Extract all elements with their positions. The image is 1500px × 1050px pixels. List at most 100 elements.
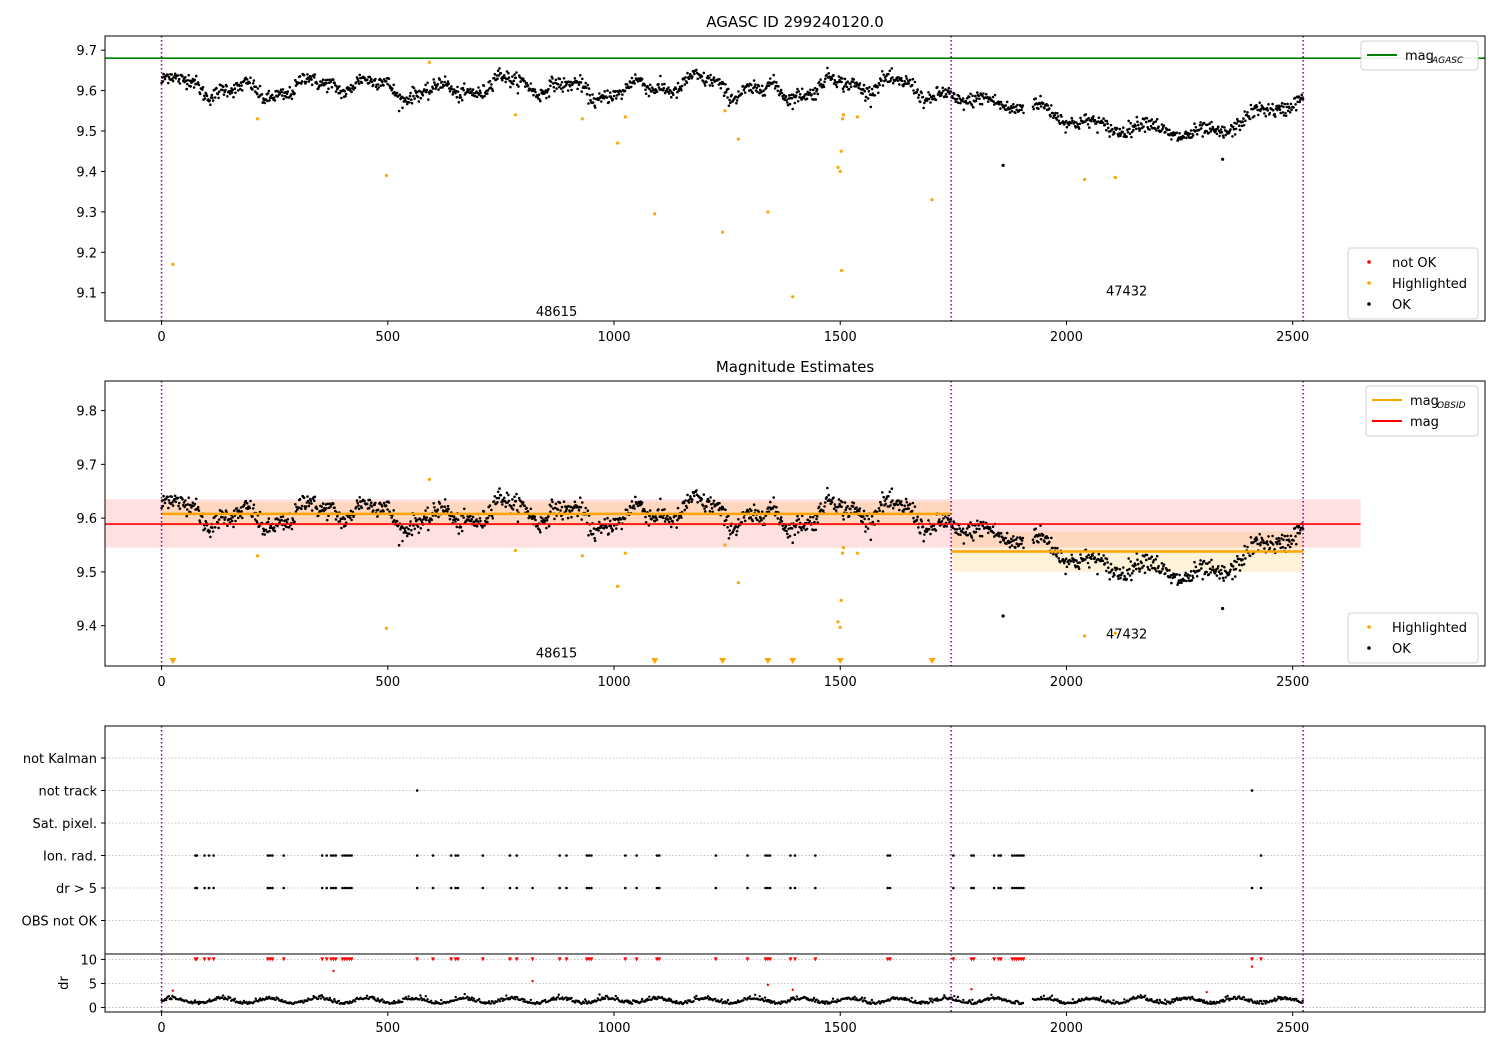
ok-point xyxy=(767,510,771,513)
dr-capped-marker xyxy=(324,957,329,962)
ok-point xyxy=(757,84,761,88)
ok-point xyxy=(517,85,520,88)
ok-point xyxy=(805,92,808,96)
ok-point xyxy=(547,515,550,518)
dr-capped-marker xyxy=(634,957,639,962)
ok-point xyxy=(724,83,727,86)
ok-point xyxy=(555,87,558,90)
ok-point xyxy=(619,90,623,93)
dr-point xyxy=(489,1002,493,1005)
ok-point xyxy=(554,502,558,506)
ok-point xyxy=(1198,569,1201,572)
ok-point xyxy=(183,505,186,509)
ok-point xyxy=(421,94,425,97)
dr-point xyxy=(795,995,798,998)
ok-point xyxy=(173,494,177,498)
ok-point xyxy=(607,100,611,104)
ok-point xyxy=(343,517,347,521)
ok-point xyxy=(999,540,1002,544)
ok-point xyxy=(884,78,887,82)
ok-point xyxy=(598,92,601,95)
highlighted-point xyxy=(513,548,518,553)
ok-point xyxy=(215,86,218,90)
ok-point xyxy=(543,91,547,95)
dr-point xyxy=(695,994,698,998)
dr-point xyxy=(423,999,427,1002)
ok-point xyxy=(885,497,888,500)
ok-point xyxy=(606,89,609,92)
ok-point xyxy=(308,502,311,505)
ok-point xyxy=(1288,106,1291,110)
ok-point xyxy=(661,89,665,92)
ok-point xyxy=(462,88,465,92)
flag-point xyxy=(343,854,347,857)
ok-point xyxy=(1212,568,1215,571)
ok-point xyxy=(1126,131,1130,134)
ok-point xyxy=(944,88,947,91)
ok-point xyxy=(702,71,706,75)
ok-point xyxy=(765,84,769,88)
ok-point xyxy=(1235,122,1238,125)
ok-point xyxy=(711,84,714,88)
ok-point xyxy=(957,94,961,98)
ok-point xyxy=(315,507,319,511)
ok-point xyxy=(1244,119,1247,123)
ok-point xyxy=(191,77,195,81)
ok-point xyxy=(1117,134,1120,138)
dr-point xyxy=(439,1002,442,1006)
ok-point xyxy=(297,81,301,84)
ok-point xyxy=(424,90,428,94)
ok-point xyxy=(1010,544,1014,547)
ok-point xyxy=(910,83,914,87)
ok-point xyxy=(790,93,793,97)
ok-point xyxy=(836,80,840,84)
flag-point xyxy=(350,854,353,857)
dr-point xyxy=(855,997,858,1000)
ok-point xyxy=(1288,111,1292,114)
ok-point xyxy=(379,510,383,513)
dr-point xyxy=(254,997,257,1000)
dr-point xyxy=(192,1001,196,1004)
ok-point xyxy=(965,527,969,530)
ok-point xyxy=(477,93,481,96)
ok-point xyxy=(1277,536,1280,540)
ok-point xyxy=(404,100,408,103)
ok-point xyxy=(478,517,482,520)
dr-point xyxy=(197,1002,200,1006)
ok-point xyxy=(349,83,353,87)
ok-point xyxy=(513,73,516,76)
y-tick-label: 9.7 xyxy=(76,458,97,473)
ok-point xyxy=(177,80,180,83)
ok-point xyxy=(652,516,655,519)
ok-point xyxy=(162,72,165,76)
ok-point xyxy=(800,528,803,532)
ok-point xyxy=(386,82,389,86)
ok-point xyxy=(285,95,288,99)
ok-point xyxy=(648,509,652,512)
ok-point xyxy=(1177,579,1181,582)
ok-point xyxy=(1248,117,1252,121)
dr-point xyxy=(190,1000,193,1003)
flag-point xyxy=(329,886,333,890)
ok-point xyxy=(1233,121,1236,125)
flag-point xyxy=(212,886,215,890)
ok-point xyxy=(589,529,592,533)
ok-point xyxy=(676,518,679,522)
dr-point xyxy=(694,997,697,1001)
ok-point xyxy=(554,78,558,82)
ok-point xyxy=(1243,544,1246,548)
ok-point xyxy=(786,532,789,536)
ok-point xyxy=(1202,121,1206,125)
ok-point xyxy=(1155,569,1158,573)
ok-point xyxy=(702,493,706,496)
ok-point xyxy=(581,77,584,81)
dr-point xyxy=(1261,1002,1265,1006)
ok-point xyxy=(773,80,776,84)
ok-point xyxy=(531,514,535,518)
ok-point xyxy=(221,516,224,519)
ok-point xyxy=(1001,103,1004,107)
dr-point xyxy=(835,1001,838,1004)
dr-tick-label: 0 xyxy=(89,1002,97,1017)
ok-point xyxy=(904,497,908,501)
dr-capped-marker xyxy=(449,957,454,962)
